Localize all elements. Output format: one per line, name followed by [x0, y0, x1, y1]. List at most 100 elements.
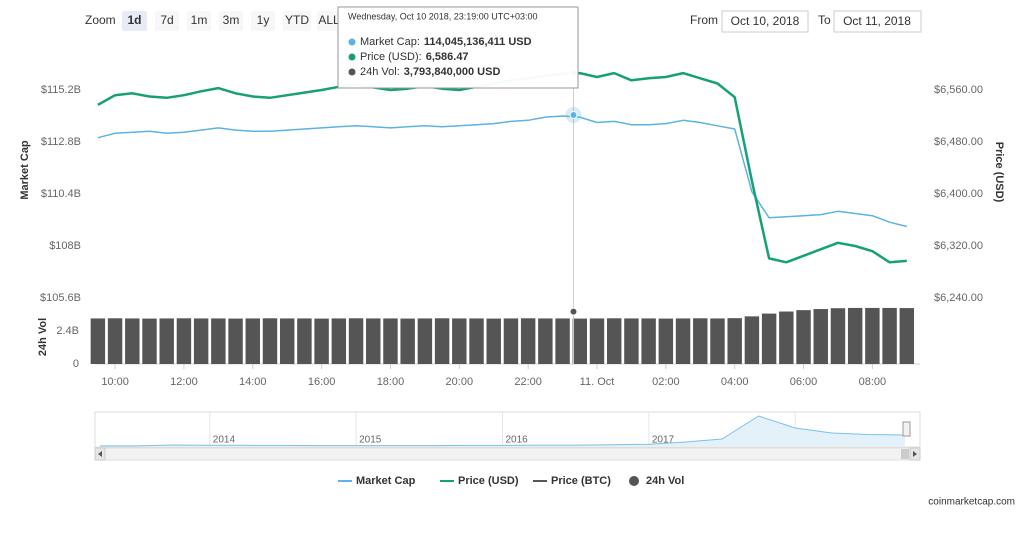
x-tick-label: 11. Oct: [580, 376, 615, 388]
x-tick-label: 16:00: [308, 376, 336, 388]
legend-label[interactable]: 24h Vol: [646, 475, 684, 487]
zoom-button-label[interactable]: ALL: [318, 13, 340, 27]
navigator-tick-label: 2017: [652, 435, 675, 446]
volume-bar: [125, 318, 140, 364]
volume-bar: [813, 309, 828, 364]
volume-bar: [555, 318, 570, 364]
volume-bar: [486, 318, 501, 364]
x-tick-label: 02:00: [652, 376, 680, 388]
zoom-button[interactable]: [317, 11, 341, 31]
volume-bar: [641, 318, 656, 364]
from-label: From: [690, 13, 718, 27]
volume-bar: [779, 311, 794, 364]
zoom-button[interactable]: [155, 11, 179, 31]
to-label: To: [818, 13, 831, 27]
volume-bar: [400, 318, 415, 364]
zoom-button[interactable]: [122, 11, 147, 31]
volume-bar: [383, 318, 398, 364]
x-tick-label: 18:00: [377, 376, 405, 388]
zoom-button[interactable]: [219, 11, 243, 31]
x-tick-label: 22:00: [514, 376, 542, 388]
volume-bar: [744, 316, 760, 364]
legend-label[interactable]: Price (BTC): [551, 475, 611, 487]
zoom-button-label[interactable]: 1d: [127, 13, 141, 27]
volume-bar: [675, 318, 691, 364]
vol-tick-label: 0: [73, 358, 79, 370]
tooltip-bullet: [348, 38, 356, 46]
volume-bar: [262, 318, 278, 364]
navigator-line: [100, 415, 906, 447]
volume-bar: [176, 318, 192, 364]
from-date[interactable]: Oct 10, 2018: [731, 14, 800, 28]
tooltip-value: 114,045,136,411 USD: [424, 36, 532, 48]
scrollbar-track[interactable]: [94, 447, 921, 461]
scrollbar-thumb[interactable]: [901, 449, 909, 459]
scrollbar-left-arrow: [98, 451, 102, 457]
volume-bar: [761, 313, 777, 364]
zoom-button[interactable]: [283, 11, 311, 31]
volume-bar: [538, 318, 553, 364]
volume-bar: [572, 318, 588, 364]
hover-marker: [569, 307, 578, 316]
tooltip-value: 6,586.47: [426, 51, 469, 63]
y2-tick-label: $6,560.00: [934, 84, 983, 96]
to-date[interactable]: Oct 11, 2018: [843, 14, 911, 28]
tooltip-header: Wednesday, Oct 10 2018, 23:19:00 UTC+03:…: [348, 11, 538, 21]
to-input[interactable]: [833, 10, 922, 33]
from-input[interactable]: [721, 10, 809, 33]
volume-bar: [693, 318, 708, 364]
scrollbar-right-arrow: [913, 451, 917, 457]
y2-tick-label: $6,240.00: [934, 292, 983, 304]
x-tick-label: 06:00: [790, 376, 818, 388]
volume-bar: [452, 318, 467, 364]
x-tick-label: 04:00: [721, 376, 749, 388]
zoom-button-label[interactable]: 3m: [223, 13, 240, 27]
volume-bar: [606, 318, 622, 364]
x-tick-label: 12:00: [170, 376, 198, 388]
volume-bar: [847, 307, 863, 364]
volume-bar: [107, 318, 123, 364]
volume-bar: [624, 318, 639, 364]
legend-label[interactable]: Price (USD): [458, 475, 519, 487]
y-tick-label: $108B: [49, 240, 81, 252]
tooltip-bullet: [348, 53, 356, 61]
navigator-area: [100, 416, 905, 446]
zoom-button-label[interactable]: 1m: [191, 13, 208, 27]
y2-tick-label: $6,480.00: [934, 136, 983, 148]
credits[interactable]: coinmarketcap.com: [928, 497, 1015, 508]
volume-bar: [796, 310, 811, 364]
volume-bar: [658, 318, 674, 364]
tooltip-value: 3,793,840,000 USD: [404, 66, 501, 78]
y-tick-label: $112.8B: [41, 136, 81, 148]
zoom-label: Zoom: [85, 13, 116, 27]
volume-bar: [193, 318, 209, 364]
y2-axis-title: Price (USD): [993, 142, 1005, 203]
volume-bar: [228, 318, 243, 364]
x-tick-label: 10:00: [101, 376, 129, 388]
volume-bar: [417, 318, 433, 364]
zoom-button-label[interactable]: 1y: [257, 13, 270, 27]
volume-bar: [348, 318, 364, 364]
vol-axis-title: 24h Vol: [37, 318, 49, 356]
volume-bar: [366, 318, 381, 364]
y-tick-label: $115.2B: [41, 84, 81, 96]
zoom-button[interactable]: [251, 11, 275, 31]
navigator-handle[interactable]: [902, 421, 911, 437]
volume-bar: [727, 318, 742, 364]
hover-marker: [569, 111, 578, 120]
zoom-button[interactable]: [187, 11, 211, 31]
tooltip-label: Market Cap:: [360, 36, 420, 48]
zoom-button-label[interactable]: YTD: [285, 13, 309, 27]
volume-bar: [90, 318, 106, 364]
legend-label[interactable]: Market Cap: [356, 475, 416, 487]
vol-tick-label: 2.4B: [56, 325, 79, 337]
navigator-tick-label: 2015: [359, 435, 382, 446]
y-tick-label: $105.6B: [40, 292, 81, 304]
zoom-button-label[interactable]: 7d: [160, 13, 173, 27]
tooltip-box: [337, 6, 579, 89]
y-tick-label: $110.4B: [41, 188, 81, 200]
volume-bar: [314, 318, 329, 364]
volume-bar: [589, 318, 605, 364]
x-tick-label: 20:00: [446, 376, 474, 388]
